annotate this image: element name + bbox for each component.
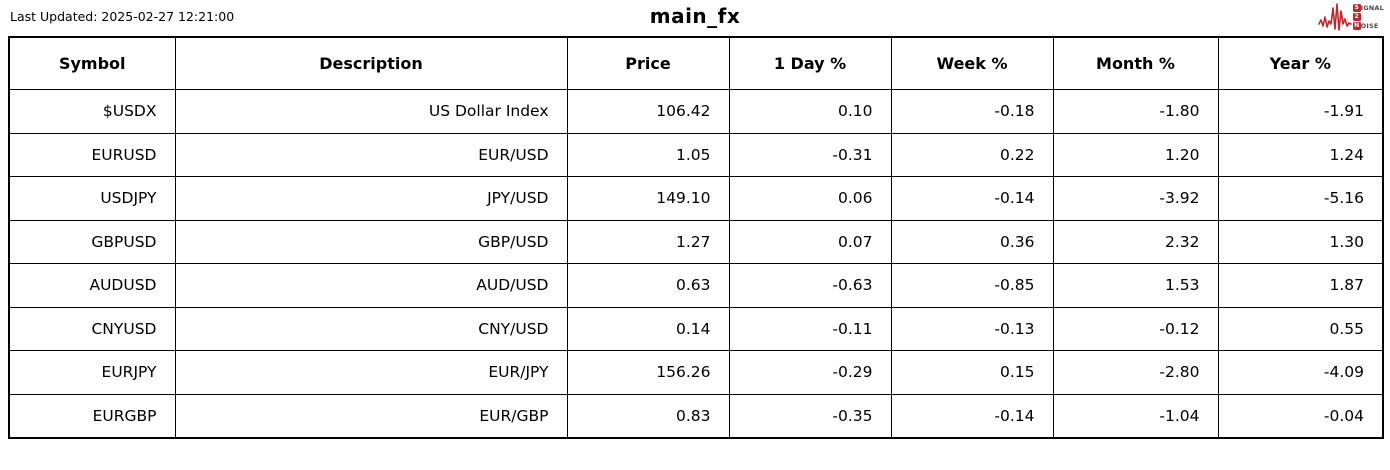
day-pct-cell: -0.63 (728, 263, 892, 308)
price-cell: 156.26 (566, 350, 730, 395)
table-row-usdx: $USDX US Dollar Index 106.42 0.10 -0.18 … (8, 89, 1384, 134)
logo-letter-n: N (1352, 22, 1361, 30)
table-row-eurusd: EURUSD EUR/USD 1.05 -0.31 0.22 1.20 1.24 (8, 132, 1384, 177)
week-pct-cell: -0.18 (890, 89, 1054, 134)
table-row-eurjpy: EURJPY EUR/JPY 156.26 -0.29 0.15 -2.80 -… (8, 350, 1384, 395)
table-row-usdjpy: USDJPY JPY/USD 149.10 0.06 -0.14 -3.92 -… (8, 176, 1384, 221)
price-cell: 1.05 (566, 132, 730, 177)
table-header-row: Symbol Description Price 1 Day % Week % … (8, 36, 1384, 90)
symbol-cell: EURJPY (8, 350, 176, 395)
year-pct-cell: 1.87 (1217, 263, 1384, 308)
day-pct-cell: 0.10 (728, 89, 892, 134)
page-title: main_fx (649, 4, 741, 28)
symbol-cell: USDJPY (8, 176, 176, 221)
symbol-cell: EURUSD (8, 132, 176, 177)
week-pct-cell: -0.14 (890, 176, 1054, 221)
week-pct-cell: 0.22 (890, 132, 1054, 177)
month-pct-cell: -0.12 (1052, 306, 1219, 351)
price-cell: 0.14 (566, 306, 730, 351)
signal2noise-logo: S IGNAL 2 N OISE (1317, 1, 1384, 33)
year-pct-cell: -4.09 (1217, 350, 1384, 395)
symbol-cell: $USDX (8, 89, 176, 134)
description-cell: AUD/USD (174, 263, 568, 308)
symbol-cell: CNYUSD (8, 306, 176, 351)
description-cell: CNY/USD (174, 306, 568, 351)
price-cell: 149.10 (566, 176, 730, 221)
table-row-gbpusd: GBPUSD GBP/USD 1.27 0.07 0.36 2.32 1.30 (8, 219, 1384, 264)
day-pct-cell: -0.31 (728, 132, 892, 177)
symbol-cell: AUDUSD (8, 263, 176, 308)
description-cell: US Dollar Index (174, 89, 568, 134)
month-pct-cell: 1.20 (1052, 132, 1219, 177)
heartbeat-waveform-icon (1317, 1, 1352, 33)
description-cell: GBP/USD (174, 219, 568, 264)
month-pct-cell: -3.92 (1052, 176, 1219, 221)
week-pct-cell: -0.85 (890, 263, 1054, 308)
table-row-audusd: AUDUSD AUD/USD 0.63 -0.63 -0.85 1.53 1.8… (8, 263, 1384, 308)
column-header-week: Week % (890, 36, 1054, 90)
symbol-cell: EURGBP (8, 393, 176, 439)
symbol-cell: GBPUSD (8, 219, 176, 264)
week-pct-cell: 0.36 (890, 219, 1054, 264)
year-pct-cell: 1.30 (1217, 219, 1384, 264)
year-pct-cell: -5.16 (1217, 176, 1384, 221)
day-pct-cell: -0.29 (728, 350, 892, 395)
week-pct-cell: 0.15 (890, 350, 1054, 395)
year-pct-cell: -1.91 (1217, 89, 1384, 134)
column-header-month: Month % (1052, 36, 1219, 90)
price-cell: 106.42 (566, 89, 730, 134)
description-cell: JPY/USD (174, 176, 568, 221)
year-pct-cell: 1.24 (1217, 132, 1384, 177)
year-pct-cell: 0.55 (1217, 306, 1384, 351)
column-header-1day: 1 Day % (728, 36, 892, 90)
column-header-price: Price (566, 36, 730, 90)
logo-wordmark: S IGNAL 2 N OISE (1352, 4, 1384, 30)
table-row-eurgbp: EURGBP EUR/GBP 0.83 -0.35 -0.14 -1.04 -0… (8, 393, 1384, 439)
fx-table: Symbol Description Price 1 Day % Week % … (8, 36, 1384, 439)
month-pct-cell: 1.53 (1052, 263, 1219, 308)
day-pct-cell: 0.07 (728, 219, 892, 264)
description-cell: EUR/USD (174, 132, 568, 177)
month-pct-cell: -1.80 (1052, 89, 1219, 134)
last-updated-timestamp: Last Updated: 2025-02-27 12:21:00 (10, 9, 235, 24)
description-cell: EUR/JPY (174, 350, 568, 395)
table-row-cnyusd: CNYUSD CNY/USD 0.14 -0.11 -0.13 -0.12 0.… (8, 306, 1384, 351)
week-pct-cell: -0.14 (890, 393, 1054, 439)
day-pct-cell: -0.35 (728, 393, 892, 439)
day-pct-cell: -0.11 (728, 306, 892, 351)
column-header-description: Description (174, 36, 568, 90)
price-cell: 1.27 (566, 219, 730, 264)
year-pct-cell: -0.04 (1217, 393, 1384, 439)
month-pct-cell: -1.04 (1052, 393, 1219, 439)
month-pct-cell: -2.80 (1052, 350, 1219, 395)
column-header-year: Year % (1217, 36, 1384, 90)
top-bar: Last Updated: 2025-02-27 12:21:00 main_f… (0, 0, 1390, 36)
logo-digit-2: 2 (1352, 13, 1361, 21)
week-pct-cell: -0.13 (890, 306, 1054, 351)
day-pct-cell: 0.06 (728, 176, 892, 221)
price-cell: 0.63 (566, 263, 730, 308)
logo-letter-s: S (1352, 4, 1361, 12)
description-cell: EUR/GBP (174, 393, 568, 439)
column-header-symbol: Symbol (8, 36, 176, 90)
month-pct-cell: 2.32 (1052, 219, 1219, 264)
price-cell: 0.83 (566, 393, 730, 439)
